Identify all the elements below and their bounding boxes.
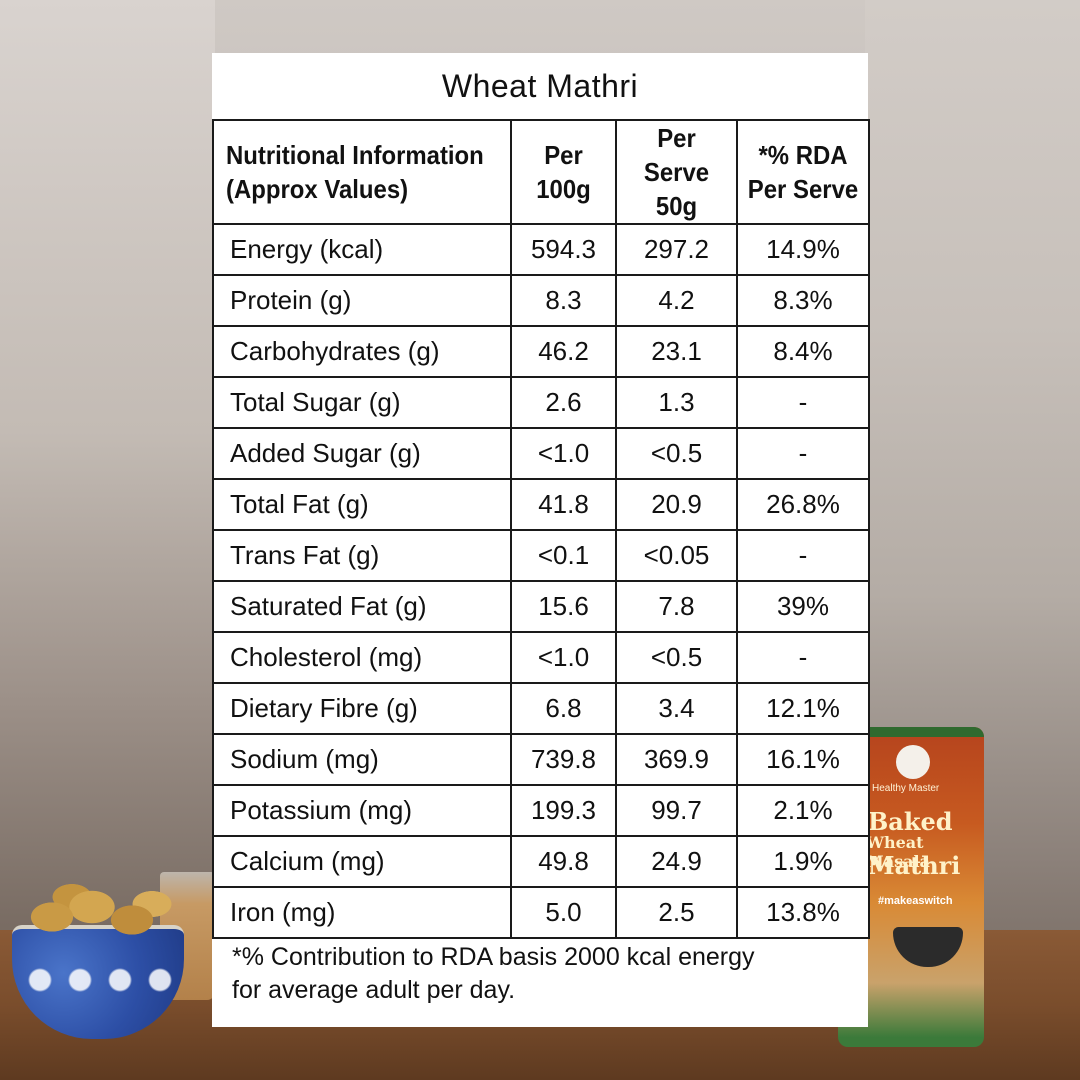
table-row: Saturated Fat (g) 15.6 7.8 39% xyxy=(212,580,870,633)
per-serve-value: 7.8 xyxy=(615,580,738,633)
header-nutrient-line1: Nutritional Information xyxy=(226,140,484,170)
card-title: Wheat Mathri xyxy=(441,67,639,104)
footnote-line2: for average adult per day. xyxy=(232,976,516,1004)
rda-value: - xyxy=(736,376,870,429)
per-100g-value: 739.8 xyxy=(510,733,617,786)
rda-value: 8.4% xyxy=(736,325,870,378)
per-serve-value: 369.9 xyxy=(615,733,738,786)
rda-value: 13.8% xyxy=(736,886,870,939)
footnote-line1: *% Contribution to RDA basis 2000 kcal e… xyxy=(232,943,755,971)
can-hashtag: #makeaswitch xyxy=(878,895,953,907)
rda-value: 14.9% xyxy=(736,223,870,276)
per-100g-value: 46.2 xyxy=(510,325,617,378)
nutrient-name: Added Sugar (g) xyxy=(212,427,512,480)
rda-value: 39% xyxy=(736,580,870,633)
per-100g-value: 41.8 xyxy=(510,478,617,531)
table-row: Added Sugar (g) <1.0 <0.5- xyxy=(212,427,870,480)
per-100g-value: 2.6 xyxy=(510,376,617,429)
per-100g-value: 15.6 xyxy=(510,580,617,633)
nutrient-name: Trans Fat (g) xyxy=(212,529,512,582)
header-nutrient: Nutritional Information (Approx Values) xyxy=(212,119,512,225)
table-row: Iron (mg) 5.0 2.5 13.8% xyxy=(212,886,870,939)
table-row: Carbohydrates (g) 46.2 23.1 8.4% xyxy=(212,325,870,378)
per-serve-value: 20.9 xyxy=(615,478,738,531)
rda-value: 16.1% xyxy=(736,733,870,786)
nutrition-table: Nutritional Information (Approx Values) P… xyxy=(212,119,870,939)
header-per100-line2: 100g xyxy=(536,174,591,204)
header-rda-line1: *% RDA xyxy=(758,140,848,170)
per-serve-value: <0.5 xyxy=(615,427,738,480)
nutrient-name: Calcium (mg) xyxy=(212,835,512,888)
per-100g-value: <1.0 xyxy=(510,427,617,480)
rda-value: 2.1% xyxy=(736,784,870,837)
per-serve-value: <0.5 xyxy=(615,631,738,684)
table-row: Protein (g) 8.3 4.2 8.3% xyxy=(212,274,870,327)
nutrient-name: Total Sugar (g) xyxy=(212,376,512,429)
mathri-crackers-image xyxy=(22,882,172,942)
header-nutrient-line2: (Approx Values) xyxy=(226,174,409,204)
nutrition-card: Wheat Mathri Nutritional Information (App… xyxy=(212,53,870,1027)
nutrient-name: Iron (mg) xyxy=(212,886,512,939)
table-row: Potassium (mg) 199.3 99.7 2.1% xyxy=(212,784,870,837)
per-100g-value: 594.3 xyxy=(510,223,617,276)
header-rda-line2: Per Serve xyxy=(747,174,859,204)
table-row: Total Sugar (g) 2.6 1.3- xyxy=(212,376,870,429)
nutrient-name: Cholesterol (mg) xyxy=(212,631,512,684)
rda-value: 12.1% xyxy=(736,682,870,735)
nutrient-name: Potassium (mg) xyxy=(212,784,512,837)
can-bowl-illustration xyxy=(893,927,963,967)
per-100g-value: <0.1 xyxy=(510,529,617,582)
can-title-line2: Wheat Masala xyxy=(866,833,930,871)
nutrient-name: Saturated Fat (g) xyxy=(212,580,512,633)
header-per100-line1: Per xyxy=(544,140,583,170)
table-row: Total Fat (g) 41.8 20.9 26.8% xyxy=(212,478,870,531)
per-serve-value: 297.2 xyxy=(615,223,738,276)
nutrient-name: Total Fat (g) xyxy=(212,478,512,531)
chef-logo-icon xyxy=(896,745,930,779)
can-cap xyxy=(838,727,984,737)
bowl-pattern xyxy=(20,950,175,1010)
rda-value: - xyxy=(736,631,870,684)
can-title-line3: Mathri xyxy=(868,851,961,880)
header-per100: Per 100g xyxy=(514,119,613,225)
nutrient-name: Dietary Fibre (g) xyxy=(212,682,512,735)
header-perserve: Per Serve 50g xyxy=(619,119,734,225)
per-serve-value: 3.4 xyxy=(615,682,738,735)
per-serve-value: 1.3 xyxy=(615,376,738,429)
per-100g-value: <1.0 xyxy=(510,631,617,684)
rda-value: 26.8% xyxy=(736,478,870,531)
table-header-row: Nutritional Information (Approx Values) P… xyxy=(212,119,869,225)
nutrient-name: Carbohydrates (g) xyxy=(212,325,512,378)
header-perserve-line2: 50g xyxy=(655,191,698,221)
table-row: Sodium (mg) 739.8 369.9 16.1% xyxy=(212,733,870,786)
table-row: Dietary Fibre (g) 6.8 3.4 12.1% xyxy=(212,682,870,735)
rda-value: - xyxy=(736,427,870,480)
per-serve-value: 23.1 xyxy=(615,325,738,378)
rda-value: 1.9% xyxy=(736,835,870,888)
can-title-line1: Baked xyxy=(868,807,953,836)
per-serve-value: <0.05 xyxy=(615,529,738,582)
can-brand: Healthy Master xyxy=(872,783,940,794)
per-100g-value: 199.3 xyxy=(510,784,617,837)
header-rda: *% RDA Per Serve xyxy=(741,119,865,225)
per-serve-value: 99.7 xyxy=(615,784,738,837)
table-row: Cholesterol (mg) <1.0 <0.5- xyxy=(212,631,870,684)
per-serve-value: 2.5 xyxy=(615,886,738,939)
table-row: Trans Fat (g) <0.1 <0.05- xyxy=(212,529,870,582)
nutrient-name: Energy (kcal) xyxy=(212,223,512,276)
per-100g-value: 5.0 xyxy=(510,886,617,939)
per-serve-value: 24.9 xyxy=(615,835,738,888)
per-100g-value: 49.8 xyxy=(510,835,617,888)
table-row: Energy (kcal) 594.3 297.2 14.9% xyxy=(212,223,870,276)
header-perserve-line1: Per Serve xyxy=(643,123,710,187)
table-row: Calcium (mg) 49.8 24.9 1.9% xyxy=(212,835,870,888)
rda-value: 8.3% xyxy=(736,274,870,327)
nutrient-name: Protein (g) xyxy=(212,274,512,327)
nutrient-name: Sodium (mg) xyxy=(212,733,512,786)
per-100g-value: 8.3 xyxy=(510,274,617,327)
per-serve-value: 4.2 xyxy=(615,274,738,327)
rda-value: - xyxy=(736,529,870,582)
per-100g-value: 6.8 xyxy=(510,682,617,735)
rda-footnote: *% Contribution to RDA basis 2000 kcal e… xyxy=(232,941,852,1007)
